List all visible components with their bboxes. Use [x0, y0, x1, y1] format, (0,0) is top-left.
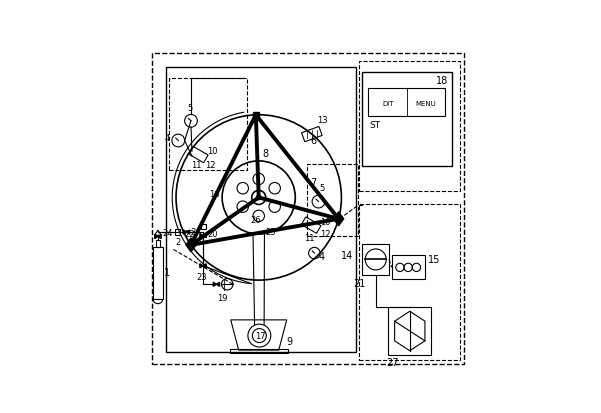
Text: 4: 4: [319, 252, 325, 262]
Polygon shape: [203, 233, 206, 237]
Circle shape: [257, 195, 261, 199]
Text: 25: 25: [265, 228, 276, 237]
Text: 27: 27: [386, 358, 398, 368]
Bar: [362, 244, 389, 275]
Text: 20: 20: [207, 230, 218, 238]
Bar: [175, 229, 180, 235]
Bar: [166, 67, 356, 352]
Text: 10: 10: [207, 147, 218, 156]
Text: 15: 15: [428, 255, 441, 265]
Bar: [156, 240, 160, 247]
Polygon shape: [154, 235, 158, 239]
Text: 4: 4: [165, 134, 170, 143]
Text: 26: 26: [250, 216, 261, 225]
Polygon shape: [200, 264, 203, 268]
Text: 11: 11: [192, 161, 202, 171]
Text: 24: 24: [163, 229, 173, 238]
Text: 7: 7: [310, 178, 316, 188]
Text: 19: 19: [217, 294, 227, 303]
Polygon shape: [334, 212, 344, 226]
Text: 17: 17: [255, 332, 266, 341]
Text: 12: 12: [206, 161, 216, 171]
Text: 16: 16: [209, 190, 219, 199]
Polygon shape: [183, 230, 186, 234]
Text: 8: 8: [263, 150, 269, 159]
Bar: [253, 112, 258, 118]
Bar: [392, 255, 425, 280]
Text: 11: 11: [304, 234, 315, 243]
Polygon shape: [216, 282, 219, 286]
Text: 12: 12: [320, 230, 331, 239]
Bar: [201, 223, 206, 229]
Text: 13: 13: [317, 116, 328, 125]
Text: 1: 1: [164, 268, 170, 278]
Polygon shape: [158, 235, 161, 239]
Text: 6: 6: [310, 136, 316, 146]
Text: 2: 2: [175, 238, 180, 247]
Text: 9: 9: [287, 337, 293, 347]
Text: MENU: MENU: [416, 101, 436, 107]
Text: 22: 22: [185, 230, 195, 238]
Bar: [169, 78, 247, 171]
Bar: [307, 164, 358, 235]
Text: 23: 23: [196, 273, 207, 282]
Bar: [359, 204, 460, 360]
Text: 18: 18: [436, 76, 448, 85]
Bar: [230, 349, 288, 353]
Polygon shape: [186, 230, 190, 234]
Bar: [388, 307, 432, 355]
Text: 14: 14: [341, 251, 353, 261]
Text: 3: 3: [191, 228, 196, 237]
Polygon shape: [200, 233, 203, 237]
Text: DIT: DIT: [382, 101, 394, 107]
Polygon shape: [203, 264, 206, 268]
Text: 5: 5: [188, 104, 193, 112]
Bar: [359, 61, 460, 191]
Bar: [362, 72, 452, 166]
Bar: [368, 88, 445, 116]
Polygon shape: [213, 282, 216, 286]
Text: ST: ST: [369, 121, 380, 130]
Bar: [153, 247, 163, 299]
Text: 21: 21: [353, 278, 365, 289]
Text: 5: 5: [319, 184, 325, 193]
Polygon shape: [186, 238, 196, 252]
Text: 10: 10: [320, 218, 331, 227]
